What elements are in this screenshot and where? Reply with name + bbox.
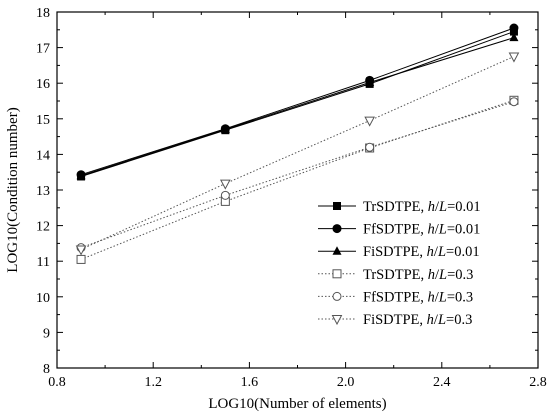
y-tick-label: 13 — [36, 184, 50, 199]
y-tick-label: 12 — [36, 220, 50, 235]
circle-marker — [220, 190, 230, 200]
triangle-marker — [332, 246, 342, 255]
legend-item: FfSDTPE, h/L=0.01 — [318, 222, 480, 238]
legend-label-part: TrSDTPE, — [363, 199, 428, 215]
circle-marker — [509, 97, 519, 107]
x-axis-title: LOG10(Number of elements) — [208, 396, 386, 412]
x-tick-label: 2.0 — [337, 375, 355, 390]
triangle-marker — [365, 77, 375, 86]
x-tick-label: 2.4 — [433, 375, 451, 390]
series-line — [80, 37, 515, 177]
legend-label-part: L — [438, 289, 447, 305]
legend-label-part: h — [427, 289, 434, 305]
x-tick-label: 2.8 — [529, 375, 547, 390]
legend-label: TrSDTPE, h/L=0.3 — [363, 267, 473, 283]
triangle-marker — [509, 32, 519, 42]
legend-label-part: FfSDTPE, — [363, 222, 427, 238]
legend-label-part: FfSDTPE, — [363, 289, 427, 305]
circle-marker — [365, 142, 375, 152]
legend-label-part: =0.3 — [447, 289, 473, 305]
legend-label-part: h — [427, 244, 434, 260]
series-line — [80, 31, 515, 177]
series-line — [80, 56, 515, 250]
legend-item: FiSDTPE, h/L=0.01 — [318, 244, 480, 260]
legend-label-part: / — [435, 199, 440, 215]
triangle-marker — [75, 245, 87, 256]
square-marker — [333, 202, 341, 210]
legend-label: TrSDTPE, h/L=0.01 — [363, 199, 481, 215]
y-tick-label: 18 — [36, 6, 50, 21]
square-marker — [76, 254, 86, 264]
triangle-marker — [220, 179, 231, 190]
triangle-marker — [220, 124, 230, 133]
legend-label-part: / — [435, 289, 440, 305]
x-tick-label: 1.2 — [144, 375, 162, 390]
circle-marker — [509, 23, 519, 33]
legend-label-part: h — [428, 199, 435, 215]
y-tick-label: 10 — [36, 291, 50, 306]
legend-label-part: =0.3 — [447, 267, 473, 283]
legend-label-part: =0.3 — [446, 312, 472, 328]
legend-label: FiSDTPE, h/L=0.01 — [363, 244, 480, 260]
triangle-marker — [331, 315, 343, 326]
legend-label-part: h — [427, 312, 434, 328]
y-tick-label: 14 — [36, 148, 50, 163]
series-6 — [75, 52, 520, 256]
legend-label-part: / — [435, 222, 440, 238]
legend-label-part: h — [428, 267, 435, 283]
legend-item: FiSDTPE, h/L=0.3 — [318, 312, 472, 328]
square-marker — [332, 269, 342, 279]
y-tick-label: 9 — [43, 326, 50, 341]
legend-label: FfSDTPE, h/L=0.01 — [363, 222, 480, 238]
series-line — [80, 99, 515, 260]
axes: 0.8 1.2 1.6 2.0 2.4 2.8 8 9 10 11 12 13 14 15 16 17 18 — [36, 6, 547, 390]
y-tick-label: 8 — [43, 362, 50, 377]
y-tick-label: 17 — [36, 42, 50, 57]
legend-item: FfSDTPE, h/L=0.3 — [318, 289, 473, 305]
legend-label-part: =0.01 — [446, 244, 480, 260]
legend-label-part: TrSDTPE, — [363, 267, 428, 283]
legend-label-part: / — [434, 312, 439, 328]
y-tick-label: 16 — [36, 77, 50, 92]
y-tick-label: 15 — [36, 113, 50, 128]
y-axis-title: LOG10(Condition number) — [5, 107, 21, 272]
triangle-marker — [76, 170, 86, 180]
legend-label-part: h — [427, 222, 434, 238]
x-tick-label: 1.6 — [241, 375, 259, 390]
legend-label-part: L — [437, 312, 446, 328]
legend-label-part: L — [438, 222, 447, 238]
triangle-marker — [508, 52, 520, 63]
series-3 — [76, 32, 519, 180]
x-tick-label: 0.8 — [48, 375, 66, 390]
legend-label-part: FiSDTPE, — [363, 312, 427, 328]
legend-label-part: FiSDTPE, — [363, 244, 427, 260]
legend-label-part: L — [438, 199, 447, 215]
y-tick-label: 11 — [37, 255, 50, 270]
plot-area — [75, 23, 520, 264]
legend-label-part: =0.01 — [447, 222, 481, 238]
legend-label-part: L — [437, 244, 446, 260]
circle-marker — [332, 291, 342, 301]
legend-label-part: =0.01 — [447, 199, 481, 215]
legend-label: FiSDTPE, h/L=0.3 — [363, 312, 472, 328]
series-4 — [76, 95, 519, 264]
legend-label-part: L — [438, 267, 447, 283]
circle-marker — [332, 224, 342, 234]
series-line — [80, 27, 515, 176]
triangle-marker — [364, 116, 375, 127]
legend-item: TrSDTPE, h/L=0.3 — [318, 267, 473, 283]
legend-label: FfSDTPE, h/L=0.3 — [363, 289, 473, 305]
legend-item: TrSDTPE, h/L=0.01 — [318, 199, 481, 215]
legend-label-part: / — [435, 267, 440, 283]
legend-label-part: / — [434, 244, 439, 260]
